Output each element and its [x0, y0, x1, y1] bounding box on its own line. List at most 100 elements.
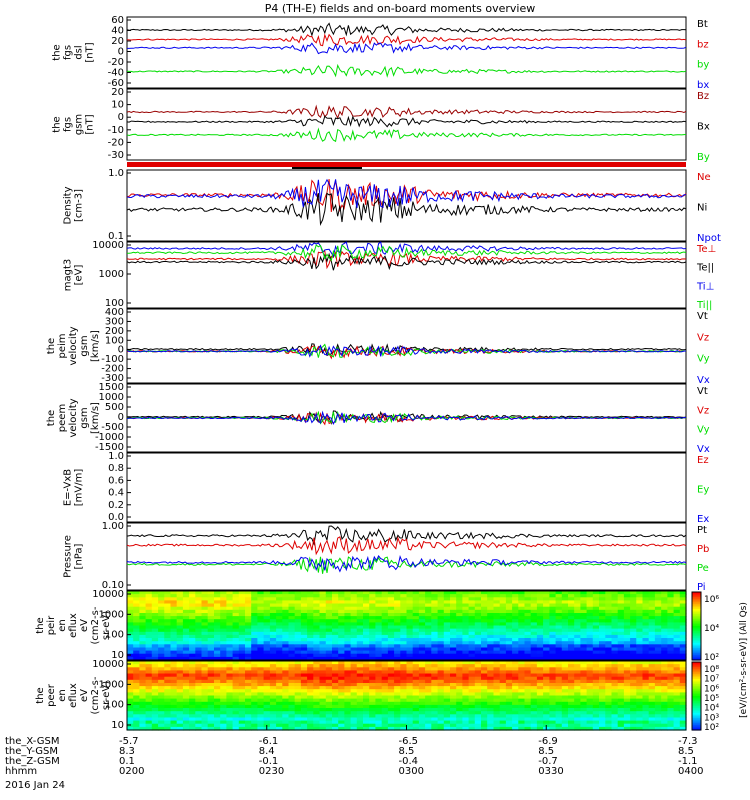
heatmap-cell: [450, 634, 457, 639]
heatmap-cell: [325, 628, 333, 633]
heatmap-cell: [580, 650, 588, 655]
heatmap-cell: [257, 650, 265, 655]
heatmap-cell: [269, 670, 277, 675]
heatmap-cell: [158, 613, 165, 617]
heatmap-cell: [623, 650, 631, 655]
heatmap-cell: [145, 683, 153, 687]
heatmap-cell: [679, 638, 687, 642]
heatmap-cell: [661, 631, 668, 636]
heatmap-cell: [245, 683, 252, 687]
heatmap-cell: [425, 641, 432, 645]
heatmap-cell: [170, 613, 178, 617]
heatmap-cell: [667, 597, 675, 601]
heatmap-cell: [214, 603, 221, 608]
heatmap-cell: [375, 686, 383, 690]
heatmap-cell: [487, 609, 494, 614]
heatmap-cell: [344, 661, 352, 665]
heatmap-cell: [195, 720, 203, 725]
heatmap-cell: [164, 720, 172, 725]
heatmap-cell: [245, 698, 252, 703]
heatmap-cell: [654, 676, 662, 681]
heatmap-cell: [673, 726, 681, 731]
heatmap-cell: [226, 603, 234, 608]
heatmap-cell: [195, 650, 203, 655]
heatmap-cell: [586, 689, 594, 693]
heatmap-cell: [133, 653, 140, 658]
heatmap-cell: [164, 644, 172, 648]
heatmap-cell: [568, 653, 575, 658]
heatmap-cell: [418, 597, 426, 601]
heatmap-cell: [294, 708, 302, 712]
heatmap-cell: [543, 676, 550, 681]
heatmap-cell: [369, 689, 376, 693]
heatmap-cell: [431, 594, 439, 598]
heatmap-cell: [158, 676, 165, 681]
heatmap-cell: [474, 631, 482, 636]
heatmap-cell: [462, 689, 470, 693]
heatmap-cell: [617, 600, 625, 605]
heatmap-cell: [474, 597, 482, 601]
heatmap-cell: [332, 641, 339, 645]
heatmap-cell: [164, 679, 172, 684]
heatmap-cell: [505, 628, 513, 633]
heatmap-cell: [269, 695, 277, 700]
heatmap-cell: [512, 647, 519, 652]
heatmap-cell: [350, 641, 358, 645]
heatmap-cell: [630, 711, 637, 715]
heatmap-cell: [648, 603, 656, 608]
heatmap-cell: [586, 597, 594, 601]
series-Vx: [126, 344, 687, 358]
heatmap-cell: [667, 723, 675, 728]
heatmap-cell: [661, 711, 668, 715]
heatmap-cell: [220, 714, 227, 718]
heatmap-cell: [592, 647, 600, 652]
heatmap-cell: [232, 714, 240, 718]
heatmap-cell: [611, 720, 619, 725]
heatmap-cell: [363, 609, 370, 614]
heatmap-cell: [139, 723, 147, 728]
heatmap-cell: [412, 667, 420, 671]
colorbar-tick: 10⁵: [704, 694, 719, 704]
heatmap-cell: [300, 723, 308, 728]
heatmap-cell: [518, 726, 526, 731]
heatmap-cell: [636, 653, 644, 658]
heatmap-cell: [586, 698, 594, 703]
heatmap-cell: [307, 653, 314, 658]
heatmap-cell: [394, 638, 401, 642]
heatmap-cell: [151, 656, 159, 661]
heatmap-cell: [245, 603, 252, 608]
heatmap-cell: [363, 701, 370, 706]
heatmap-cell: [300, 683, 308, 687]
heatmap-cell: [574, 692, 581, 697]
heatmap-cell: [375, 717, 383, 722]
heatmap-cell: [220, 613, 227, 617]
heatmap-cell: [338, 650, 345, 655]
heatmap-cell: [667, 708, 675, 712]
heatmap-cell: [561, 686, 569, 690]
y-tick-label: 0: [118, 412, 124, 423]
heatmap-cell: [418, 622, 426, 627]
heatmap-cell: [151, 609, 159, 614]
colorbar-tick: 10⁴: [704, 624, 719, 634]
heatmap-cell: [375, 650, 383, 655]
heatmap-cell: [450, 664, 457, 668]
y-axis-label: the fgs gsm [nT]: [52, 114, 96, 135]
heatmap-cell: [536, 686, 544, 690]
heatmap-cell: [294, 622, 302, 627]
heatmap-cell: [332, 638, 339, 642]
heatmap-cell: [661, 625, 668, 630]
heatmap-cell: [238, 711, 246, 715]
heatmap-cell: [450, 647, 457, 652]
colorbar-cell: [692, 629, 701, 632]
heatmap-cell: [369, 708, 376, 712]
heatmap-cell: [294, 673, 302, 678]
heatmap-cell: [369, 597, 376, 601]
heatmap-cell: [170, 676, 178, 681]
heatmap-cell: [648, 616, 656, 620]
heatmap-cell: [288, 597, 296, 601]
heatmap-cell: [338, 708, 345, 712]
heatmap-cell: [456, 698, 463, 703]
heatmap-cell: [288, 600, 296, 605]
heatmap-cell: [561, 676, 569, 681]
heatmap-cell: [344, 594, 352, 598]
